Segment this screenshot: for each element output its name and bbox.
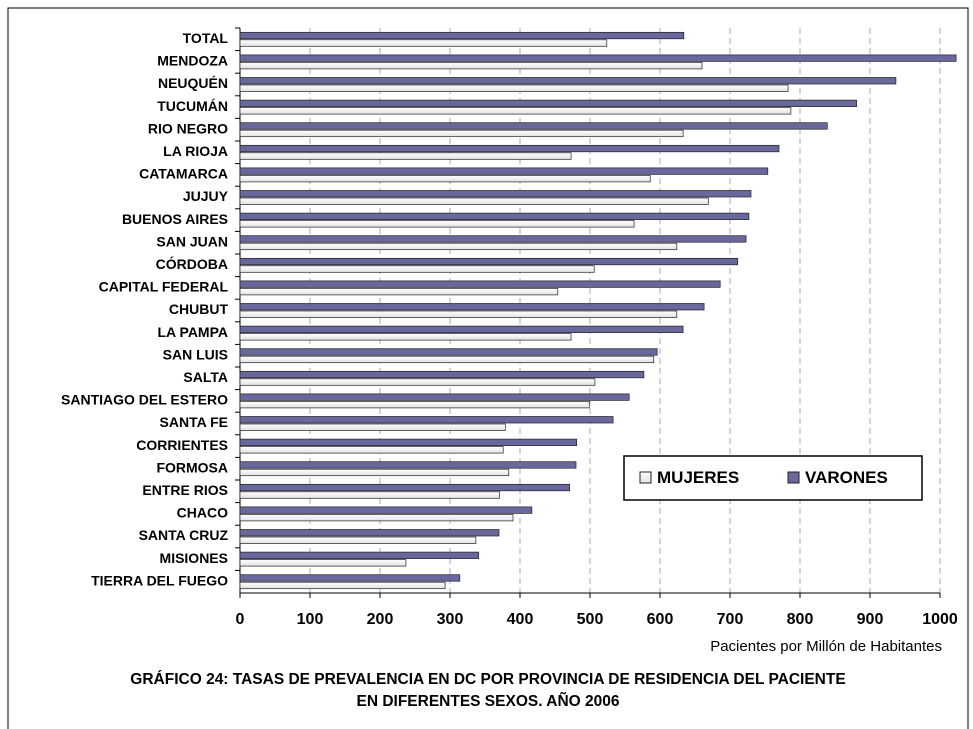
bar bbox=[239, 401, 590, 409]
bar bbox=[239, 54, 957, 62]
y-tick-label: CAPITAL FEDERAL bbox=[99, 279, 229, 295]
y-tick-label: TOTAL bbox=[183, 30, 229, 46]
bar bbox=[239, 393, 630, 401]
y-tick-label: BUENOS AIRES bbox=[122, 211, 228, 227]
y-tick-label: SAN LUIS bbox=[163, 346, 228, 362]
y-tick-label: SANTIAGO DEL ESTERO bbox=[61, 392, 228, 408]
y-tick-label: SANTA CRUZ bbox=[139, 527, 229, 543]
bar bbox=[239, 265, 595, 273]
x-tick-label: 1000 bbox=[922, 611, 958, 628]
y-tick-label: SANTA FE bbox=[160, 414, 228, 430]
bar bbox=[239, 144, 780, 153]
bar bbox=[239, 506, 533, 514]
frame bbox=[7, 7, 969, 729]
y-tick-label: FORMOSA bbox=[156, 459, 228, 475]
bar bbox=[239, 235, 747, 243]
y-tick-label: CÓRDOBA bbox=[156, 255, 228, 272]
bar bbox=[239, 220, 635, 228]
bar bbox=[239, 491, 501, 499]
y-tick-label: LA PAMPA bbox=[157, 324, 228, 340]
bar bbox=[239, 461, 577, 469]
y-tick-label: TUCUMÁN bbox=[157, 98, 228, 114]
legend-label: MUJERES bbox=[657, 468, 739, 487]
x-tick-label: 600 bbox=[647, 611, 674, 628]
legend-label: VARONES bbox=[805, 468, 888, 487]
bar bbox=[239, 378, 596, 386]
bar bbox=[239, 39, 608, 47]
bar bbox=[239, 303, 705, 311]
bar bbox=[239, 280, 721, 288]
legend-swatch bbox=[787, 471, 800, 484]
x-tick-label: 300 bbox=[437, 611, 464, 628]
bar bbox=[239, 84, 789, 92]
bar bbox=[239, 310, 678, 318]
bar bbox=[239, 197, 709, 205]
bar bbox=[239, 446, 504, 454]
y-tick-label: MISIONES bbox=[160, 550, 228, 566]
bar bbox=[239, 257, 739, 266]
bar bbox=[239, 62, 703, 70]
x-tick-label: 800 bbox=[787, 611, 814, 628]
x-tick-label: 200 bbox=[367, 611, 394, 628]
y-tick-label: CORRIENTES bbox=[136, 437, 228, 453]
y-tick-label: NEUQUÉN bbox=[158, 75, 228, 91]
bar bbox=[239, 175, 651, 183]
y-tick-label: CHACO bbox=[177, 505, 228, 521]
bar bbox=[239, 551, 480, 559]
x-tick-label: 900 bbox=[857, 611, 884, 628]
bar bbox=[239, 333, 572, 341]
x-tick-label: 500 bbox=[577, 611, 604, 628]
bar bbox=[239, 536, 477, 544]
bar bbox=[239, 529, 500, 537]
y-tick-label: TIERRA DEL FUEGO bbox=[91, 572, 228, 588]
bar bbox=[239, 438, 578, 446]
bar bbox=[239, 31, 685, 40]
y-tick-label: RIO NEGRO bbox=[148, 120, 228, 136]
bar bbox=[239, 122, 828, 130]
bar bbox=[239, 190, 752, 198]
bar bbox=[239, 288, 559, 296]
bar bbox=[239, 242, 678, 251]
x-tick-label: 100 bbox=[297, 611, 324, 628]
bar bbox=[239, 167, 769, 175]
bar bbox=[239, 483, 571, 492]
y-tick-label: MENDOZA bbox=[157, 53, 228, 69]
chart-title: GRÁFICO 24: TASAS DE PREVALENCIA EN DC P… bbox=[130, 671, 845, 688]
bar bbox=[239, 559, 407, 567]
y-tick-label: SAN JUAN bbox=[156, 233, 228, 249]
x-tick-label: 0 bbox=[236, 611, 245, 628]
bar bbox=[239, 416, 614, 424]
bar bbox=[239, 325, 684, 333]
bar bbox=[239, 348, 658, 356]
x-tick-label: 400 bbox=[507, 611, 534, 628]
bar bbox=[239, 423, 506, 431]
x-axis-label: Pacientes por Millón de Habitantes bbox=[710, 638, 942, 655]
bar bbox=[239, 355, 655, 364]
y-tick-label: SALTA bbox=[183, 369, 228, 385]
bar bbox=[239, 581, 446, 590]
x-tick-label: 700 bbox=[717, 611, 744, 628]
y-tick-label: JUJUY bbox=[183, 188, 229, 204]
bar bbox=[239, 107, 792, 115]
bar bbox=[239, 129, 684, 138]
legend-swatch bbox=[639, 471, 652, 484]
y-tick-label: CATAMARCA bbox=[139, 166, 228, 182]
legend-box bbox=[623, 455, 923, 501]
y-tick-label: CHUBUT bbox=[169, 301, 229, 317]
bar bbox=[239, 77, 897, 85]
bar bbox=[239, 152, 572, 160]
bar bbox=[239, 99, 858, 107]
chart-subtitle: EN DIFERENTES SEXOS. AÑO 2006 bbox=[356, 692, 619, 710]
bar bbox=[239, 370, 645, 379]
bar bbox=[239, 468, 510, 477]
bar bbox=[239, 574, 461, 582]
bar bbox=[239, 212, 750, 220]
y-tick-label: LA RIOJA bbox=[163, 143, 228, 159]
bar bbox=[239, 514, 514, 522]
y-tick-label: ENTRE RIOS bbox=[142, 482, 228, 498]
